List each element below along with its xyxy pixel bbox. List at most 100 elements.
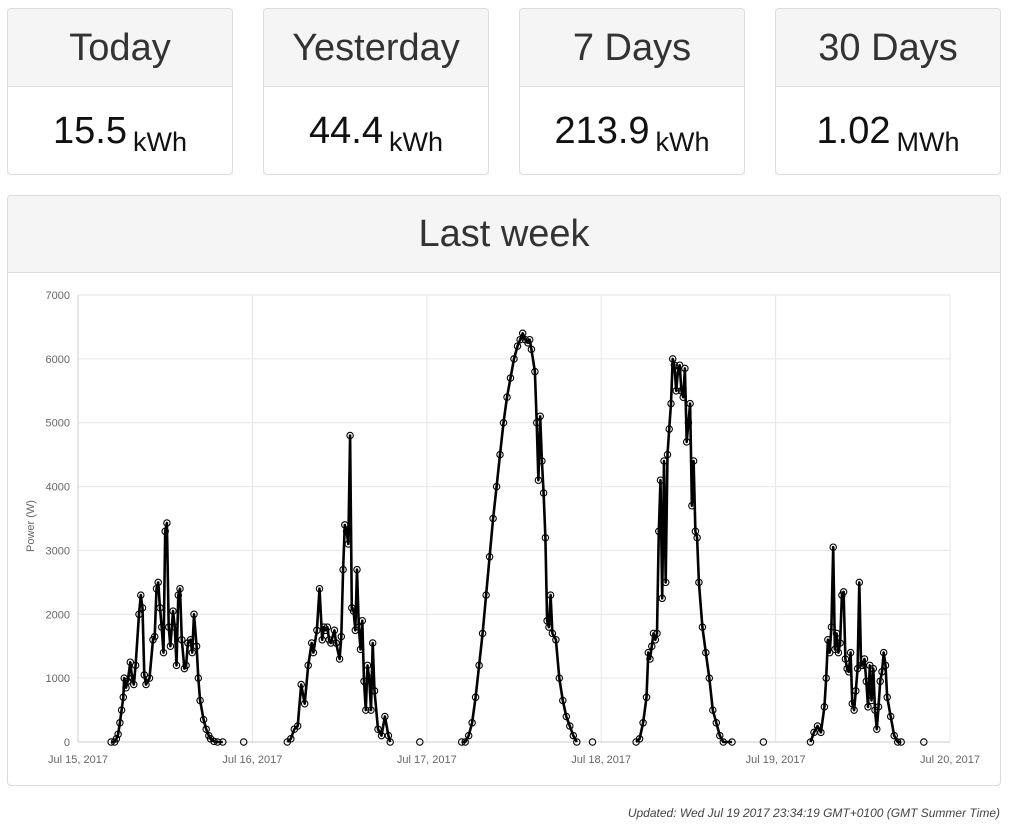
data-point <box>186 636 195 644</box>
data-point <box>832 629 841 638</box>
data-point <box>355 623 363 631</box>
data-point <box>670 361 679 369</box>
data-point <box>886 712 895 721</box>
data-point <box>161 527 169 536</box>
data-point <box>820 703 829 711</box>
y-tick-label: 7000 <box>46 290 70 302</box>
data-point <box>518 329 527 338</box>
stat-body: 213.9 kWh <box>520 87 744 173</box>
stat-card-today: Today 15.5 kWh <box>7 8 233 175</box>
data-point <box>869 664 878 673</box>
data-point <box>156 604 164 612</box>
data-point <box>824 636 832 644</box>
data-point <box>672 387 680 395</box>
data-point <box>365 674 373 682</box>
stat-body: 15.5 kWh <box>8 87 232 173</box>
data-point <box>213 738 222 746</box>
y-tick-label: 6000 <box>46 354 70 366</box>
y-tick-label: 2000 <box>46 609 70 621</box>
data-point <box>536 412 544 421</box>
series-line <box>111 521 223 744</box>
axis-layer: Power (W) 0 1000 2000 3000 4000 5000 6000 7000 J… <box>25 290 980 766</box>
data-point <box>154 578 162 587</box>
x-tick-label: Jul 19, 2017 <box>746 754 806 766</box>
data-point <box>663 450 672 459</box>
data-point <box>845 668 853 676</box>
data-point <box>876 677 884 686</box>
data-point <box>759 738 768 746</box>
data-point <box>689 457 698 465</box>
data-point <box>464 731 473 740</box>
marker-layer <box>107 329 928 746</box>
data-point <box>358 616 367 625</box>
data-point <box>573 738 581 746</box>
data-point <box>140 671 149 679</box>
data-point <box>698 623 707 631</box>
stat-body: 1.02 MWh <box>776 87 1000 173</box>
data-point <box>686 399 694 408</box>
data-point <box>166 642 175 650</box>
data-point <box>834 648 843 657</box>
data-point <box>827 623 836 631</box>
data-point <box>660 457 668 465</box>
data-point <box>176 584 184 593</box>
power-line-chart: Power (W) 0 1000 2000 3000 4000 5000 6000 7000 J… <box>25 290 980 766</box>
data-point <box>531 367 539 376</box>
x-tick-label: Jul 18, 2017 <box>571 754 631 766</box>
data-point <box>539 489 548 497</box>
data-point <box>513 342 522 350</box>
y-tick-label: 3000 <box>46 545 70 557</box>
data-point <box>658 594 666 603</box>
stat-card-yesterday: Yesterday 44.4 kWh <box>263 8 489 175</box>
data-point <box>702 648 710 657</box>
data-point <box>639 719 647 727</box>
data-point <box>822 674 830 682</box>
data-point <box>192 642 201 650</box>
data-point <box>879 648 888 657</box>
data-point <box>360 677 368 686</box>
data-point <box>503 393 511 401</box>
data-point <box>157 623 166 631</box>
data-point <box>171 623 179 631</box>
data-point <box>693 533 701 542</box>
data-point <box>867 696 876 705</box>
stat-title: 30 Days <box>776 9 1000 87</box>
data-point <box>159 648 168 657</box>
data-point <box>346 431 354 440</box>
data-point <box>817 728 825 737</box>
data-point <box>893 738 902 746</box>
data-point <box>569 731 578 740</box>
data-point <box>653 629 661 638</box>
y-tick-label: 0 <box>64 737 70 749</box>
data-point <box>182 661 190 670</box>
data-point <box>864 703 872 711</box>
data-point <box>374 725 382 733</box>
data-point <box>562 712 571 721</box>
data-point <box>532 418 541 427</box>
data-point <box>313 626 321 635</box>
data-point <box>309 648 318 657</box>
data-point <box>339 565 347 574</box>
stat-value: 213.9 <box>554 110 650 152</box>
data-point <box>862 677 871 686</box>
data-point <box>416 738 424 746</box>
data-point <box>210 737 218 746</box>
series-line <box>635 357 732 744</box>
data-point <box>330 626 339 635</box>
data-point <box>457 738 466 746</box>
data-point <box>190 610 198 619</box>
data-point <box>825 648 834 657</box>
chart-panel-title: Last week <box>8 196 1000 273</box>
data-point <box>337 632 346 641</box>
data-point <box>323 623 332 631</box>
data-point <box>362 706 370 714</box>
stat-unit: kWh <box>388 127 443 157</box>
data-point <box>112 735 121 743</box>
data-point <box>367 706 375 714</box>
data-point <box>516 335 524 344</box>
stat-value: 44.4 <box>309 110 383 152</box>
data-point <box>471 693 480 702</box>
data-point <box>349 607 358 615</box>
data-point <box>461 738 469 746</box>
stat-card-30-days: 30 Days 1.02 MWh <box>775 8 1001 175</box>
